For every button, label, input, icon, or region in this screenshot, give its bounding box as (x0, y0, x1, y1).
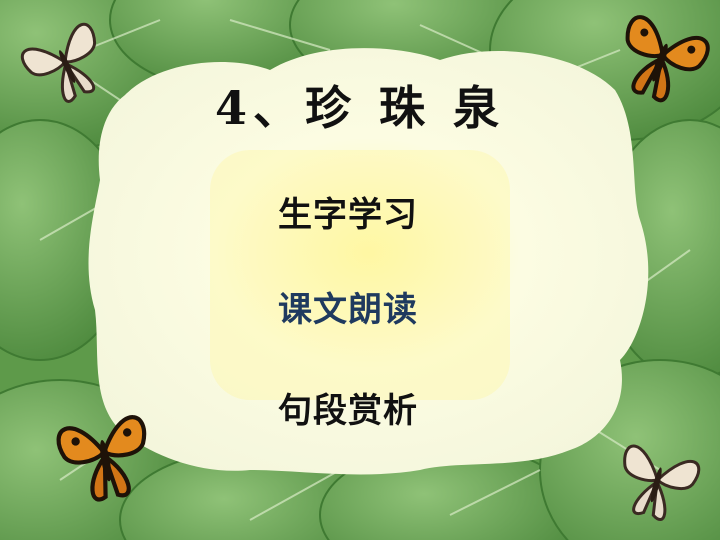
menu-item-text-reading[interactable]: 课文朗读 (278, 290, 418, 330)
butterfly-icon (623, 444, 701, 522)
butterfly-icon (625, 15, 710, 103)
butterfly-icon (20, 22, 97, 103)
slide-title: 4、珍 珠 泉 (214, 81, 506, 135)
butterfly-icon (56, 415, 147, 502)
menu-item-vocabulary[interactable]: 生字学习 (278, 195, 418, 235)
menu-item-passage-analysis[interactable]: 句段赏析 (278, 391, 418, 431)
